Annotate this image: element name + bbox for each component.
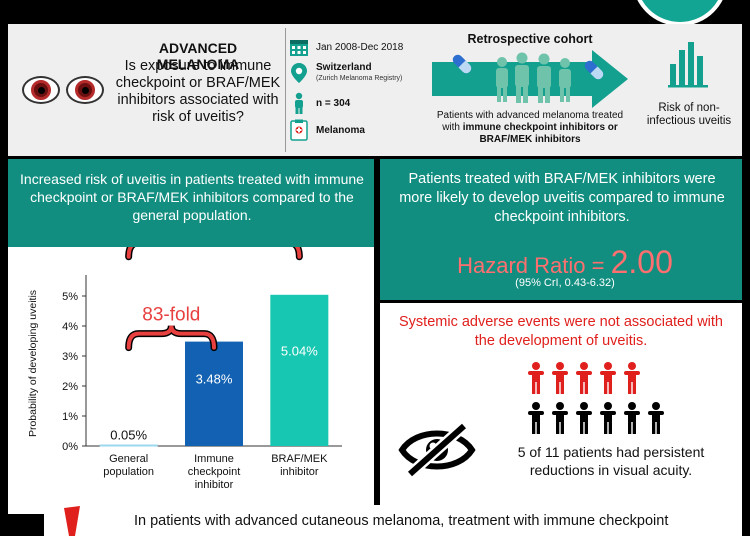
x-tick-label: checkpoint [188, 466, 241, 478]
person-icon [528, 362, 544, 394]
x-tick-label: inhibitor [195, 479, 234, 491]
fold-bracket [126, 325, 216, 350]
disease-text: Melanoma [316, 124, 365, 136]
bar-data-label: 5.04% [281, 343, 318, 358]
location-text: Switzerland [316, 62, 372, 73]
exclamation-icon [64, 506, 80, 536]
hazard-ratio: Hazard Ratio = 2.00 [420, 244, 710, 281]
info-period: Jan 2008-Dec 2018 [288, 36, 403, 58]
person-icon [624, 402, 640, 434]
bar-chart-icon [668, 42, 708, 88]
bar [99, 444, 158, 447]
bar-data-label: 0.05% [110, 428, 147, 443]
y-tick-label: 0% [62, 441, 78, 453]
hazard-ratio-value: 2.00 [610, 244, 673, 280]
uveitis-bar-chart: 0% 1% 2% 3% 4% 5% Probability of developing uv… [27, 247, 342, 491]
person-icon [552, 362, 568, 394]
persistent-text: 5 of 11 patients had persistent reductio… [517, 444, 705, 478]
x-tick-label: population [103, 466, 154, 478]
cohort-description: Patients with advanced melanoma treated … [430, 110, 630, 146]
red-eye-icon-right [66, 76, 104, 104]
medical-report-icon [288, 119, 310, 141]
arrow-shape [432, 50, 628, 108]
header-panel [8, 24, 742, 156]
person-icon [552, 402, 568, 434]
location-pin-icon [288, 62, 310, 84]
person-icon [576, 402, 592, 434]
location-sub-text: (Zurich Melanoma Registry) [316, 75, 403, 82]
risk-label: Risk of non-infectious uveitis [646, 102, 732, 127]
y-tick-label: 2% [62, 381, 78, 393]
info-location: Switzerland (Zurich Melanoma Registry) [288, 62, 402, 84]
x-tick-label: Immune [194, 453, 234, 465]
y-axis-label: Probability of developing uveitis [27, 290, 39, 437]
bar [270, 294, 329, 446]
conclusion-text: In patients with advanced cutaneous mela… [134, 513, 669, 529]
hazard-ci: (95% CrI, 0.43-6.32) [515, 277, 615, 289]
cohort-title: Retrospective cohort [467, 32, 593, 46]
header-title: ADVANCED MELANOMA [156, 40, 240, 72]
person-icon [600, 402, 616, 434]
person-icon [648, 402, 664, 434]
cohort-graphic [432, 50, 628, 108]
systemic-text: Systemic adverse events were not associa… [399, 314, 723, 349]
header-divider [285, 28, 286, 152]
person-icon [288, 92, 310, 114]
n-text: n = 304 [316, 97, 351, 109]
hazard-ratio-label: Hazard Ratio = [457, 253, 611, 278]
chart-panel-header [8, 159, 374, 247]
conclusion-panel [44, 505, 742, 536]
patients-pictogram [528, 362, 664, 434]
hazard-panel [380, 159, 742, 300]
hazard-text: Patients treated with BRAF/MEK inhibitor… [399, 171, 725, 225]
people-group-icon [496, 52, 571, 103]
person-icon [576, 362, 592, 394]
eye-slash-icon [398, 421, 476, 479]
x-tick-label: inhibitor [280, 466, 319, 478]
pill-icon-left [452, 54, 472, 74]
y-tick-label: 1% [62, 411, 78, 423]
chart-panel-heading: Increased risk of uveitis in patients tr… [20, 171, 364, 223]
info-disease: Melanoma [288, 119, 365, 141]
calendar-icon [288, 36, 310, 58]
red-eye-icon-left [22, 76, 60, 104]
person-icon [600, 362, 616, 394]
x-tick-label: BRAF/MEK [271, 453, 328, 465]
x-tick-label: General [109, 453, 148, 465]
period-text: Jan 2008-Dec 2018 [316, 41, 404, 53]
fold-bracket-outline [125, 247, 303, 261]
cohort-desc-bold: immune checkpoint inhibitors or BRAF/MEK… [462, 122, 618, 145]
bar [185, 341, 243, 446]
y-tick-label: 5% [62, 291, 78, 303]
top-strip [0, 0, 750, 24]
pill-icon-right [584, 60, 604, 80]
y-tick-label: 4% [62, 321, 78, 333]
header-question: Is exposure to immune checkpoint or BRAF… [115, 58, 281, 125]
fold-annotation: 83-fold [142, 305, 200, 326]
person-icon [528, 402, 544, 434]
person-icon [624, 362, 640, 394]
bar-data-label: 3.48% [196, 371, 233, 386]
fold-bracket [126, 247, 302, 259]
info-n: n = 304 [288, 92, 350, 114]
y-tick-label: 3% [62, 351, 78, 363]
cohort-desc-pre: Patients with advanced melanoma treated … [436, 110, 624, 133]
